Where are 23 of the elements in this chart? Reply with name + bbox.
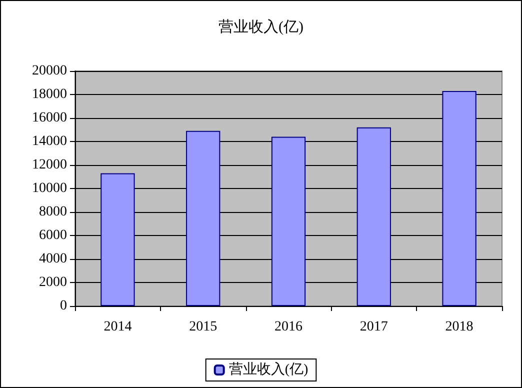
bar: [356, 127, 391, 306]
x-tick-label: 2017: [360, 320, 388, 334]
legend-label: 营业收入(亿): [228, 362, 308, 378]
y-tick-label: 8000: [39, 204, 67, 220]
y-tick-label: 14000: [32, 134, 67, 149]
x-tick-label: 2018: [445, 320, 474, 334]
y-tick-label: 16000: [32, 110, 67, 126]
chart-title: 营业收入(亿): [218, 18, 304, 36]
bar: [100, 173, 135, 306]
y-tick-label: 4000: [39, 252, 67, 266]
y-tick-label: 18000: [32, 87, 67, 102]
y-tick-label: 12000: [32, 158, 67, 172]
y-tick-label: 10000: [32, 181, 67, 196]
x-tick-label: 2015: [189, 320, 218, 334]
x-tick-label: 2016: [274, 320, 302, 334]
y-tick-label: 6000: [39, 228, 67, 243]
bar: [271, 136, 306, 306]
y-tick-label: 20000: [32, 64, 67, 78]
bar: [442, 90, 476, 306]
x-tick-label: 2014: [104, 320, 132, 334]
y-tick-label: 0: [60, 298, 67, 314]
bar: [186, 130, 220, 306]
y-tick-label: 2000: [39, 275, 67, 290]
